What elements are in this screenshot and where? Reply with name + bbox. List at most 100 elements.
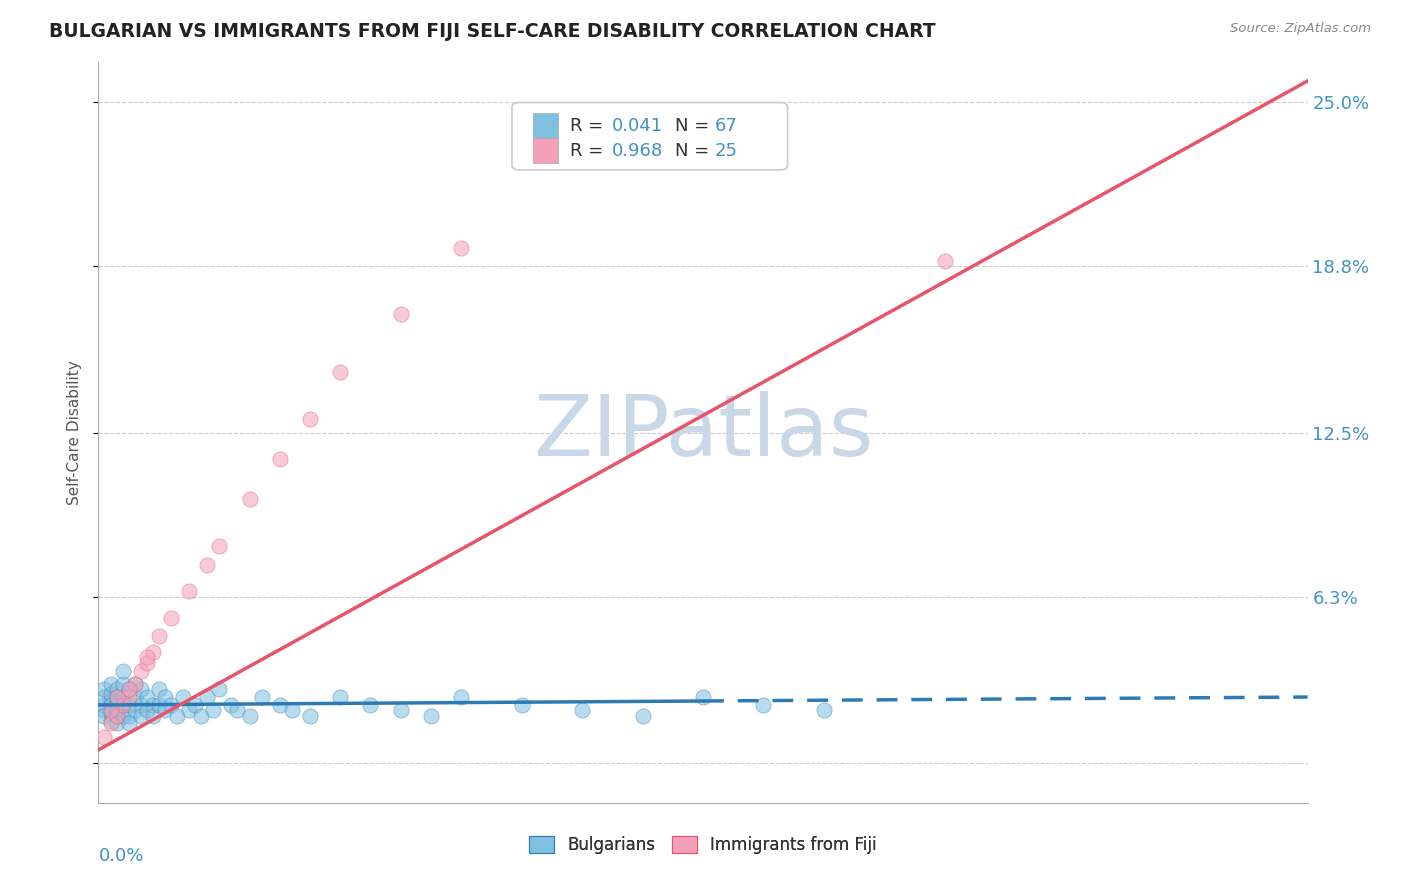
Point xyxy=(160,611,183,625)
Point xyxy=(389,703,412,717)
Text: BULGARIAN VS IMMIGRANTS FROM FIJI SELF-CARE DISABILITY CORRELATION CHART: BULGARIAN VS IMMIGRANTS FROM FIJI SELF-C… xyxy=(49,22,936,41)
Text: 0.968: 0.968 xyxy=(612,142,664,160)
Point xyxy=(129,682,152,697)
Point xyxy=(142,698,165,712)
Point xyxy=(105,690,128,704)
Point xyxy=(111,698,134,712)
Point xyxy=(124,703,146,717)
Point xyxy=(105,716,128,731)
Point xyxy=(142,708,165,723)
Point xyxy=(93,703,115,717)
Point xyxy=(329,365,352,379)
Point xyxy=(269,698,291,712)
Text: R =: R = xyxy=(569,117,609,135)
Point xyxy=(105,695,128,709)
Point xyxy=(93,708,115,723)
Point xyxy=(571,703,593,717)
Point xyxy=(118,708,141,723)
Point xyxy=(250,690,273,704)
Text: N =: N = xyxy=(675,142,716,160)
Point xyxy=(160,698,183,712)
Text: 0.041: 0.041 xyxy=(612,117,662,135)
Point xyxy=(105,682,128,697)
Point xyxy=(450,690,472,704)
Point xyxy=(118,716,141,731)
Point xyxy=(93,690,115,704)
Point xyxy=(195,690,218,704)
Point xyxy=(111,708,134,723)
Point xyxy=(208,539,231,553)
Point xyxy=(179,703,201,717)
Point xyxy=(208,682,231,697)
Point xyxy=(124,690,146,704)
Point xyxy=(299,708,322,723)
Point xyxy=(111,698,134,712)
Point xyxy=(142,645,165,659)
Text: Source: ZipAtlas.com: Source: ZipAtlas.com xyxy=(1230,22,1371,36)
Point xyxy=(389,307,412,321)
Point xyxy=(281,703,304,717)
Point xyxy=(124,677,146,691)
Point xyxy=(135,703,157,717)
Point xyxy=(135,690,157,704)
Point xyxy=(124,677,146,691)
Point xyxy=(510,698,533,712)
Point xyxy=(148,682,170,697)
Point xyxy=(100,716,122,731)
Text: 25: 25 xyxy=(714,142,737,160)
Point xyxy=(420,708,443,723)
Point xyxy=(105,690,128,704)
Point xyxy=(184,698,207,712)
Legend: Bulgarians, Immigrants from Fiji: Bulgarians, Immigrants from Fiji xyxy=(523,830,883,861)
Text: R =: R = xyxy=(569,142,609,160)
Point xyxy=(692,690,714,704)
Point xyxy=(118,682,141,697)
Point xyxy=(93,682,115,697)
Point xyxy=(329,690,352,704)
Point xyxy=(299,412,322,426)
Point xyxy=(118,682,141,697)
Point xyxy=(153,703,176,717)
Point xyxy=(195,558,218,572)
Point xyxy=(135,650,157,665)
Point xyxy=(226,703,249,717)
Point xyxy=(129,708,152,723)
Point xyxy=(118,690,141,704)
Point xyxy=(752,698,775,712)
Point xyxy=(105,708,128,723)
Point xyxy=(111,677,134,691)
Point xyxy=(129,698,152,712)
Point xyxy=(166,708,188,723)
Point xyxy=(221,698,243,712)
Point xyxy=(153,690,176,704)
Point xyxy=(269,452,291,467)
Point xyxy=(129,664,152,678)
Point xyxy=(360,698,382,712)
Point xyxy=(179,584,201,599)
Point xyxy=(148,698,170,712)
Point xyxy=(135,656,157,670)
Point xyxy=(105,703,128,717)
Text: 0.0%: 0.0% xyxy=(98,847,143,865)
Point xyxy=(631,708,654,723)
Point xyxy=(100,714,122,728)
Text: 67: 67 xyxy=(714,117,737,135)
Point xyxy=(118,698,141,712)
Point xyxy=(100,706,122,720)
Text: ZIPatlas: ZIPatlas xyxy=(533,391,873,475)
Point xyxy=(450,240,472,255)
Point xyxy=(100,687,122,701)
Point xyxy=(202,703,225,717)
Point xyxy=(105,708,128,723)
Point xyxy=(148,629,170,643)
Point xyxy=(100,703,122,717)
Point xyxy=(172,690,194,704)
Text: N =: N = xyxy=(675,117,716,135)
Point xyxy=(190,708,212,723)
Point xyxy=(100,692,122,706)
Point xyxy=(93,730,115,744)
Point xyxy=(934,253,956,268)
Point xyxy=(100,677,122,691)
Point xyxy=(239,491,262,506)
Point xyxy=(100,698,122,712)
